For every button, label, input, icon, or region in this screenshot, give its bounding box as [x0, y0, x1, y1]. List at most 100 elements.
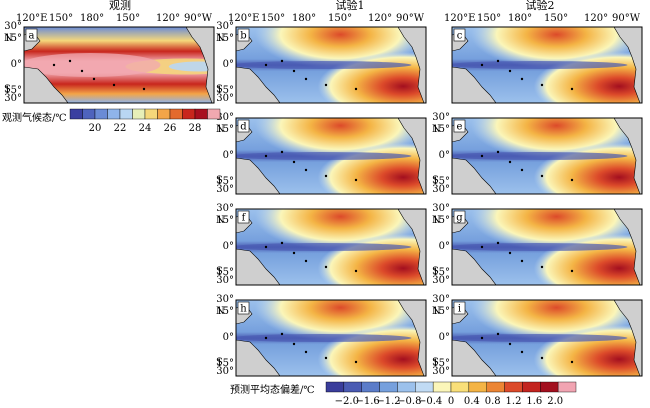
observation-colorbar-title: 观测气候态/℃ — [2, 113, 67, 124]
latitude-label: 15° — [432, 215, 450, 226]
island-dot — [280, 59, 284, 63]
panel-frame — [235, 117, 427, 195]
panel-frame — [235, 299, 427, 377]
island-dot — [520, 168, 524, 172]
colorbar-tick-label: 0.4 — [464, 396, 480, 407]
colorbar-swatch — [119, 108, 133, 120]
equatorial-cold-bias — [236, 334, 412, 342]
island-dot — [264, 245, 268, 249]
latitude-hemisphere-letter: N — [432, 124, 441, 135]
latitude-hemisphere-letter: N — [216, 33, 225, 44]
longitude-label: 150° — [49, 13, 74, 24]
colorbar-tick-label: 24 — [139, 123, 152, 134]
island-dot — [80, 69, 84, 73]
latitude-hemisphere-letter: N — [4, 33, 13, 44]
americas-landmass — [185, 27, 214, 103]
longitude-label: 120° — [368, 13, 393, 24]
americas-landmass — [397, 209, 426, 285]
latitude-label: 30° — [432, 275, 450, 286]
colorbar-tick-label: 1.6 — [526, 396, 542, 407]
island-dot — [520, 259, 524, 263]
island-dot — [480, 336, 484, 340]
latitude-hemisphere-letter: S — [4, 84, 11, 95]
island-dot — [52, 63, 56, 67]
australia-landmass — [452, 66, 497, 103]
colorbar-swatch — [194, 108, 208, 120]
latitude-label: 30° — [432, 294, 450, 305]
colorbar-tick-label: −1.6 — [356, 396, 380, 407]
panel-label-box — [237, 119, 250, 133]
island-dot — [540, 83, 544, 87]
observation-colorbar: 20 22 24 26 28 — [69, 108, 221, 134]
latitude-label: 15° — [216, 358, 234, 369]
island-dot — [92, 77, 96, 81]
longitude-label: 150° — [328, 13, 353, 24]
map-panel-h: h — [235, 299, 427, 377]
longitude-label: 120° — [584, 13, 609, 24]
island-dot — [354, 360, 358, 364]
panel-label-b: b — [240, 31, 246, 42]
panel-label-i: i — [458, 304, 461, 315]
island-dot — [304, 77, 308, 81]
longitude-label: 90°W — [396, 13, 425, 24]
colorbar-swatch — [144, 108, 158, 120]
column-title-experiment-1: 试验1 — [335, 0, 365, 12]
latitude-label: 30° — [216, 294, 234, 305]
latitude-label: 15° — [432, 358, 450, 369]
panel-label-box — [25, 28, 38, 42]
island-dot — [324, 356, 328, 360]
latitude-label: 30° — [4, 93, 22, 104]
longitude-label: 180° — [508, 13, 533, 24]
island-dot — [508, 160, 512, 164]
panel-label-box — [453, 301, 466, 315]
map-panel-i: i — [451, 299, 643, 377]
colorbar-swatch — [107, 108, 121, 120]
island-dot — [480, 63, 484, 67]
latitude-label: 30° — [216, 184, 234, 195]
panel-frame — [451, 26, 643, 104]
panel-label-g: g — [456, 213, 463, 224]
latitude-label: 30° — [432, 112, 450, 123]
colorbar-tick-label: −2.0 — [335, 396, 359, 407]
colorbar-swatch — [169, 108, 183, 120]
longitude-label: 120°E — [16, 13, 48, 24]
latitude-label: 0° — [222, 332, 234, 343]
island-dot — [508, 342, 512, 346]
australia-landmass — [452, 157, 497, 194]
island-dot — [324, 174, 328, 178]
colorbar-tick-label: 22 — [114, 123, 127, 134]
island-dot — [264, 336, 268, 340]
latitude-label: 15° — [432, 306, 450, 317]
island-dot — [292, 342, 296, 346]
panel-label-box — [453, 119, 466, 133]
latitude-hemisphere-letter: S — [216, 357, 223, 368]
island-dot — [496, 241, 500, 245]
panel-label-c: c — [457, 31, 463, 42]
latitude-label: 30° — [432, 366, 450, 377]
equatorial-cold-bias — [452, 61, 628, 69]
australia-landmass — [452, 339, 497, 376]
latitude-label: 30° — [4, 21, 22, 32]
panel-frame — [451, 299, 643, 377]
column-title-observation: 观测 — [109, 0, 131, 12]
panel-frame — [451, 208, 643, 286]
latitude-label: 0° — [438, 332, 450, 343]
latitude-label: 15° — [432, 176, 450, 187]
latitude-label: 30° — [432, 203, 450, 214]
island-dot — [570, 360, 574, 364]
longitude-label: 90°W — [612, 13, 641, 24]
latitude-label: 15° — [4, 33, 22, 44]
map-panel-c: c — [451, 26, 643, 104]
latitude-label: 30° — [216, 203, 234, 214]
cold-tongue-core — [168, 61, 214, 72]
latitude-label: 0° — [438, 241, 450, 252]
australia-landmass — [452, 248, 497, 285]
longitude-label: 150° — [477, 13, 502, 24]
americas-landmass — [613, 118, 642, 194]
island-dot — [570, 178, 574, 182]
island-dot — [264, 154, 268, 158]
panel-frame — [451, 117, 643, 195]
bias-colorbar: −2.0−1.6−1.2−0.8−0.4 0 0.4 0.8 1.2 1.6 2.0 — [325, 381, 577, 407]
colorbar-swatch — [397, 381, 416, 393]
colorbar-swatch — [415, 381, 434, 393]
